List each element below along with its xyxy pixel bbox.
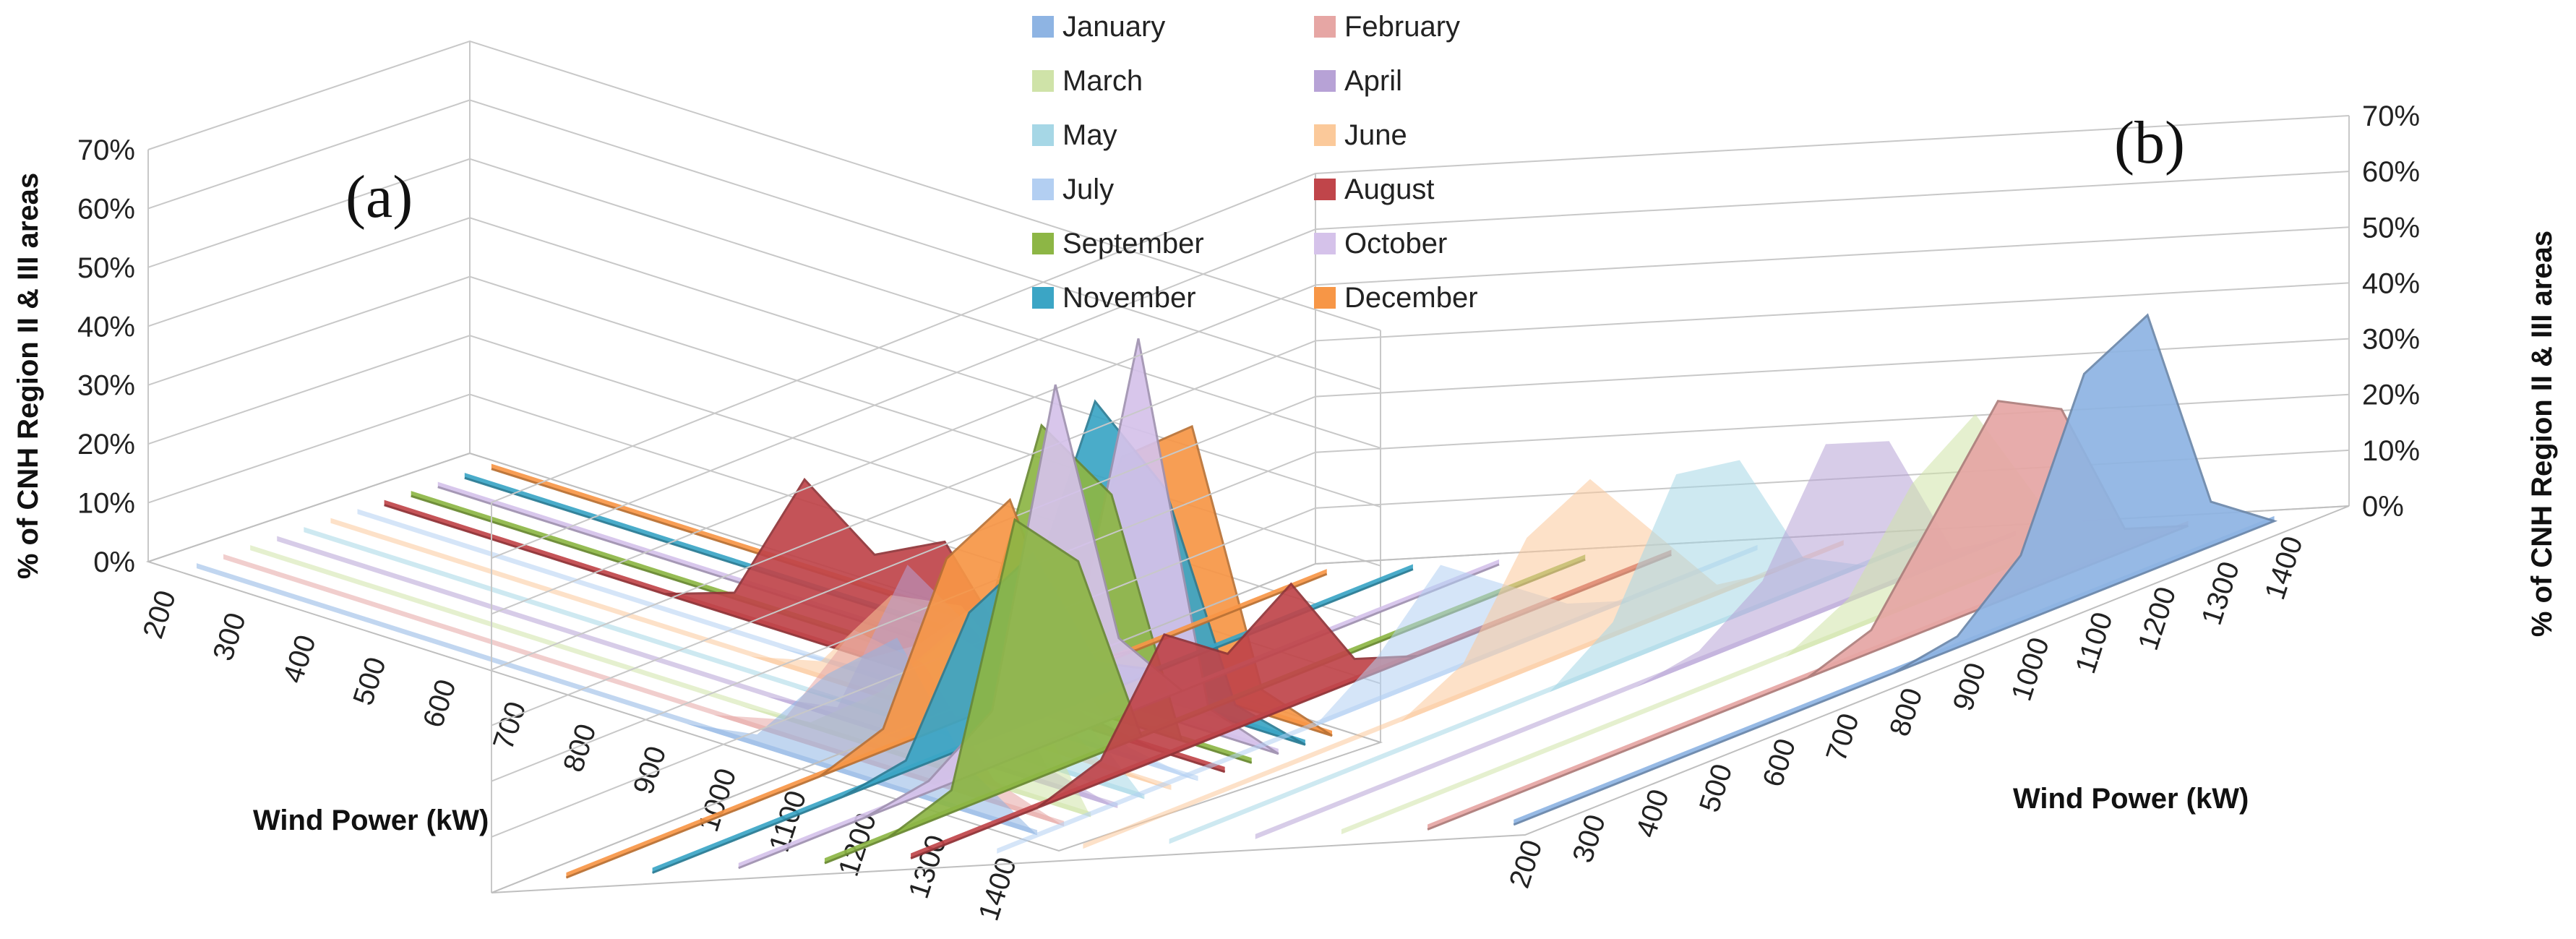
legend-item-june: June (1314, 119, 1407, 151)
legend-label-march: March (1062, 65, 1143, 97)
panel-b-y-tick-label: 70% (2362, 100, 2420, 132)
panel-b-y-axis: 0% 10% 20% 30% 40% 50% 60% 70% (2362, 100, 2420, 523)
panel-b-x-tick-label: 300 (1567, 811, 1612, 867)
panel-b-x-tick-label: 1000 (2006, 634, 2056, 705)
panel-b-x-tick-label: 1100 (2069, 609, 2118, 677)
panel-a-x-tick-label: 600 (417, 676, 462, 732)
panel-a-y-tick-label: 60% (77, 193, 135, 225)
legend-label-february: February (1344, 11, 1460, 43)
panel-b-x-tick-label: 700 (1820, 710, 1865, 766)
panel-a-chart: 0% 10% 20% 30% 40% 50% 60% 70% 200 300 400 500 600 70… (12, 40, 1383, 925)
panel-b-x-tick-label: 600 (1757, 735, 1802, 791)
panel-b-y-tick-label: 10% (2362, 435, 2420, 467)
legend-swatch-april (1314, 70, 1336, 92)
panel-a-floor (145, 452, 1383, 852)
legend-item-march: March (1032, 65, 1143, 97)
panel-a-x-axis-title: Wind Power (kW) (253, 805, 489, 836)
panel-a-x-tick-label: 200 (137, 587, 182, 643)
panel-b-y-tick-label: 40% (2362, 267, 2420, 299)
panel-a-y-tick-label: 70% (77, 134, 135, 166)
legend-label-july: July (1062, 173, 1114, 205)
legend-label-september: September (1062, 228, 1204, 260)
panel-b-x-axis: 1400 1300 1200 1100 1000 900 800 700 600 500 400 30… (1503, 533, 2309, 892)
panel-b-x-tick-label: 500 (1693, 760, 1738, 816)
panel-b-y-tick-label: 30% (2362, 324, 2420, 356)
panel-b-series-april-area (1255, 441, 2017, 839)
panel-b-label: (b) (2114, 109, 2185, 176)
legend-swatch-november (1032, 287, 1054, 309)
panel-a-y-tick-label: 20% (77, 429, 135, 460)
panel-a-y-tick-label: 0% (93, 546, 135, 578)
panel-b-y-tick-label: 50% (2362, 212, 2420, 244)
panel-b-series (565, 313, 2278, 879)
legend-swatch-may (1032, 124, 1054, 146)
legend-label-december: December (1344, 282, 1478, 314)
panel-b-x-tick-label: 800 (1884, 685, 1928, 740)
panel-b-series-may-area (1169, 460, 1930, 844)
panel-b-x-tick-label: 200 (1503, 836, 1548, 892)
legend: January February March April May June July Augu… (1032, 11, 1478, 314)
legend-label-october: October (1344, 228, 1447, 260)
legend-label-june: June (1344, 119, 1407, 151)
panel-a-x-tick-label: 900 (627, 742, 672, 798)
panel-b-x-tick-label: 1300 (2196, 558, 2246, 629)
panel-a-series (197, 338, 1333, 836)
panel-a-x-tick-label: 400 (277, 631, 322, 687)
legend-item-january: January (1032, 11, 1165, 43)
panel-b-y-tick-label: 60% (2362, 156, 2420, 188)
panel-a-y-tick-label: 10% (77, 488, 135, 520)
legend-item-september: September (1032, 228, 1204, 260)
legend-swatch-october (1314, 233, 1336, 254)
legend-swatch-december (1314, 287, 1336, 309)
panel-b-x-tick-label: 400 (1630, 786, 1675, 841)
legend-item-november: November (1032, 282, 1196, 314)
panel-a-x-tick-label: 700 (487, 698, 532, 753)
legend-swatch-september (1032, 233, 1054, 254)
legend-item-july: July (1032, 173, 1114, 205)
legend-item-october: October (1314, 228, 1447, 260)
panel-a-x-tick-label: 500 (347, 653, 392, 709)
legend-item-december: December (1314, 282, 1478, 314)
panel-a-label: (a) (345, 163, 413, 231)
panel-b-series-february-area (1427, 400, 2189, 831)
legend-swatch-july (1032, 179, 1054, 200)
legend-label-august: August (1344, 173, 1435, 205)
legend-swatch-august (1314, 179, 1336, 200)
legend-item-august: August (1314, 173, 1435, 205)
legend-swatch-february (1314, 16, 1336, 38)
panel-a-series-january-area (197, 568, 1038, 836)
panel-a-x-tick-label: 300 (207, 609, 252, 664)
panel-a-y-axis: 0% 10% 20% 30% 40% 50% 60% 70% (77, 134, 135, 578)
panel-b-chart: 0%10%20%30%40%50%60%70%14001300120011001… (491, 100, 2558, 893)
legend-item-may: May (1032, 119, 1117, 151)
panel-a-y-tick-label: 40% (77, 311, 135, 343)
legend-swatch-january (1032, 16, 1054, 38)
panel-b-series-march-area (1341, 413, 2103, 835)
panel-b-x-tick-label: 1200 (2132, 583, 2182, 654)
panel-b-series-january-area (1513, 313, 2278, 826)
legend-label-november: November (1062, 282, 1196, 314)
panel-a-y-axis-title: % of CNH Region II & III areas (12, 173, 44, 579)
legend-item-february: February (1314, 11, 1460, 43)
legend-item-april: April (1314, 65, 1402, 97)
panel-b-x-axis-title: Wind Power (kW) (2013, 783, 2249, 815)
panel-b-y-axis-title: % of CNH Region II & III areas (2526, 231, 2558, 637)
panel-b-x-tick-label: 1400 (2259, 533, 2309, 604)
panel-b-y-tick-label: 20% (2362, 380, 2420, 411)
panel-b-y-tick-label: 0% (2362, 491, 2404, 523)
legend-swatch-march (1032, 70, 1054, 92)
legend-label-april: April (1344, 65, 1402, 97)
panel-a-y-tick-label: 50% (77, 252, 135, 284)
legend-label-january: January (1062, 11, 1165, 43)
panel-a-x-tick-label: 800 (557, 720, 602, 776)
panel-a-y-tick-label: 30% (77, 370, 135, 402)
legend-label-may: May (1062, 119, 1117, 151)
panel-b-x-tick-label: 900 (1947, 659, 1992, 715)
legend-swatch-june (1314, 124, 1336, 146)
